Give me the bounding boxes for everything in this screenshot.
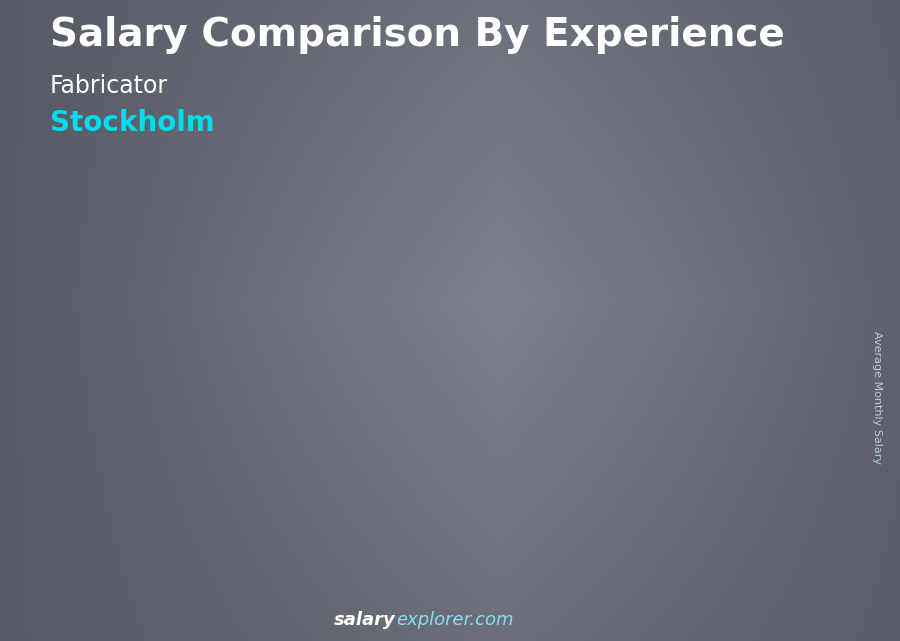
Polygon shape <box>467 322 475 564</box>
Bar <box>729 285 797 564</box>
Polygon shape <box>797 282 814 564</box>
Bar <box>748 32 766 122</box>
Polygon shape <box>467 317 553 322</box>
Bar <box>205 410 274 564</box>
Text: 29,500 SEK: 29,500 SEK <box>708 319 800 334</box>
Text: 12,100 SEK: 12,100 SEK <box>53 463 145 478</box>
Polygon shape <box>205 410 213 564</box>
Polygon shape <box>336 364 344 564</box>
Text: 16,300 SEK: 16,300 SEK <box>184 429 275 444</box>
Text: Salary Comparison By Experience: Salary Comparison By Experience <box>50 16 784 54</box>
Polygon shape <box>205 407 290 410</box>
Text: explorer.com: explorer.com <box>396 612 514 629</box>
Text: +30%: +30% <box>271 296 347 320</box>
Text: +5%: +5% <box>672 223 732 247</box>
Text: 21,200 SEK: 21,200 SEK <box>315 388 407 403</box>
Polygon shape <box>142 448 159 564</box>
Polygon shape <box>536 319 553 564</box>
Polygon shape <box>598 294 683 299</box>
Polygon shape <box>729 280 814 285</box>
Text: +21%: +21% <box>402 255 478 279</box>
Text: Stockholm: Stockholm <box>50 109 214 137</box>
Text: 25,600 SEK: 25,600 SEK <box>446 351 538 366</box>
Polygon shape <box>336 360 421 364</box>
Text: salary: salary <box>334 612 396 629</box>
Bar <box>467 322 536 564</box>
Bar <box>74 450 142 564</box>
Text: +34%: +34% <box>140 343 216 367</box>
Text: +9%: +9% <box>541 236 601 260</box>
Polygon shape <box>274 408 290 564</box>
Bar <box>598 299 666 564</box>
Polygon shape <box>74 450 82 564</box>
Polygon shape <box>598 299 606 564</box>
Polygon shape <box>729 285 737 564</box>
Polygon shape <box>74 447 159 450</box>
Polygon shape <box>666 296 683 564</box>
Text: Average Monthly Salary: Average Monthly Salary <box>872 331 883 464</box>
Text: 28,000 SEK: 28,000 SEK <box>577 331 669 346</box>
Polygon shape <box>404 362 421 564</box>
Bar <box>716 63 819 90</box>
Bar <box>336 364 404 564</box>
Text: Fabricator: Fabricator <box>50 74 167 97</box>
